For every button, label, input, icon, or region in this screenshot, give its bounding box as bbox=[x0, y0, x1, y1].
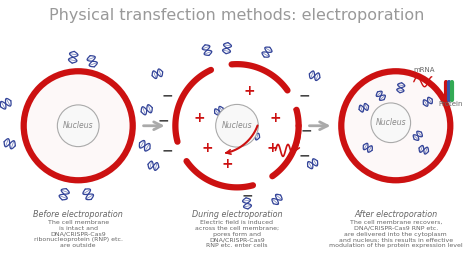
Text: −: − bbox=[301, 124, 312, 138]
Text: Physical transfection methods: electroporation: Physical transfection methods: electropo… bbox=[49, 8, 425, 23]
Text: −: − bbox=[241, 188, 253, 202]
Text: +: + bbox=[201, 141, 213, 155]
Text: Protein: Protein bbox=[438, 101, 463, 107]
Text: Nucleus: Nucleus bbox=[63, 121, 93, 130]
Circle shape bbox=[341, 71, 450, 180]
Text: Nucleus: Nucleus bbox=[375, 118, 406, 127]
Text: −: − bbox=[162, 144, 173, 158]
Text: During electroporation: During electroporation bbox=[191, 210, 283, 219]
Text: −: − bbox=[299, 89, 310, 103]
Text: +: + bbox=[243, 84, 255, 98]
Text: After electroporation: After electroporation bbox=[354, 210, 438, 219]
Text: −: − bbox=[299, 149, 310, 163]
Circle shape bbox=[371, 103, 410, 143]
Text: Electric field is induced
across the cell membrane;
pores form and
DNA/CRISPR-Ca: Electric field is induced across the cel… bbox=[195, 220, 279, 248]
Text: Before electroporation: Before electroporation bbox=[33, 210, 123, 219]
Circle shape bbox=[216, 105, 258, 147]
Text: +: + bbox=[266, 141, 278, 155]
Text: +: + bbox=[193, 111, 205, 125]
Text: +: + bbox=[269, 111, 281, 125]
Circle shape bbox=[57, 105, 99, 147]
Text: +: + bbox=[221, 157, 233, 171]
Text: mRNA: mRNA bbox=[413, 67, 435, 73]
Text: −: − bbox=[157, 114, 169, 128]
Text: Nucleus: Nucleus bbox=[222, 121, 252, 130]
Text: The cell membrane
is intact and
DNA/CRISPR-Cas9
ribonucleoprotein (RNP) etc.
are: The cell membrane is intact and DNA/CRIS… bbox=[34, 220, 123, 248]
Text: −: − bbox=[162, 89, 173, 103]
Circle shape bbox=[24, 71, 133, 180]
Text: The cell membrane recovers,
DNA/CRISPR-Cas9 RNP etc.
are delivered into the cyto: The cell membrane recovers, DNA/CRISPR-C… bbox=[329, 220, 463, 248]
